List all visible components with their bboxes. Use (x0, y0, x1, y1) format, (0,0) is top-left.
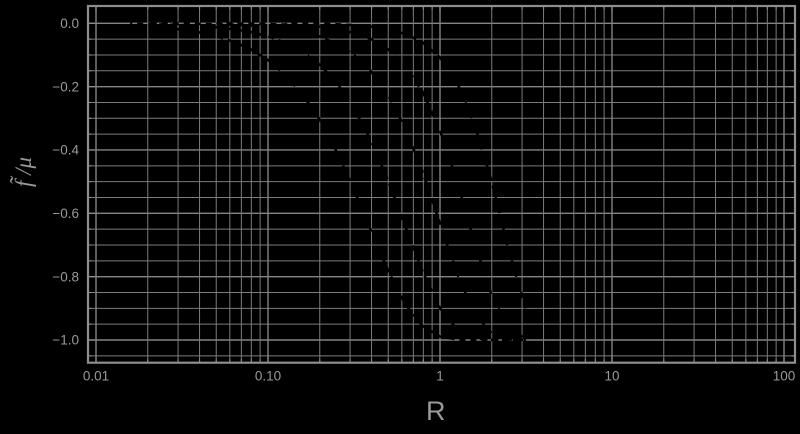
y-tick-label: −0.2 (52, 79, 79, 94)
plot-frame (86, 4, 797, 364)
curve-4 (216, 22, 527, 340)
y-axis-title: f̃ /μ (11, 156, 36, 188)
curve-5 (285, 22, 528, 309)
x-tick-label: 100 (773, 369, 796, 384)
y-tick-label: −0.8 (52, 269, 79, 284)
curve-1 (130, 24, 526, 342)
y-tick-label: −0.6 (52, 206, 79, 221)
y-tick-label: −1.0 (52, 333, 79, 348)
x-tick-label: 1 (436, 369, 444, 384)
x-tick-label: 0.10 (255, 369, 281, 384)
y-tick-label: 0.0 (60, 16, 79, 31)
curve-2 (130, 22, 526, 342)
x-tick-label: 0.01 (83, 369, 109, 384)
y-tick-label: −0.4 (52, 143, 79, 158)
x-tick-label: 10 (604, 369, 619, 384)
x-axis-title: R (426, 396, 446, 426)
curve-3 (147, 22, 526, 342)
